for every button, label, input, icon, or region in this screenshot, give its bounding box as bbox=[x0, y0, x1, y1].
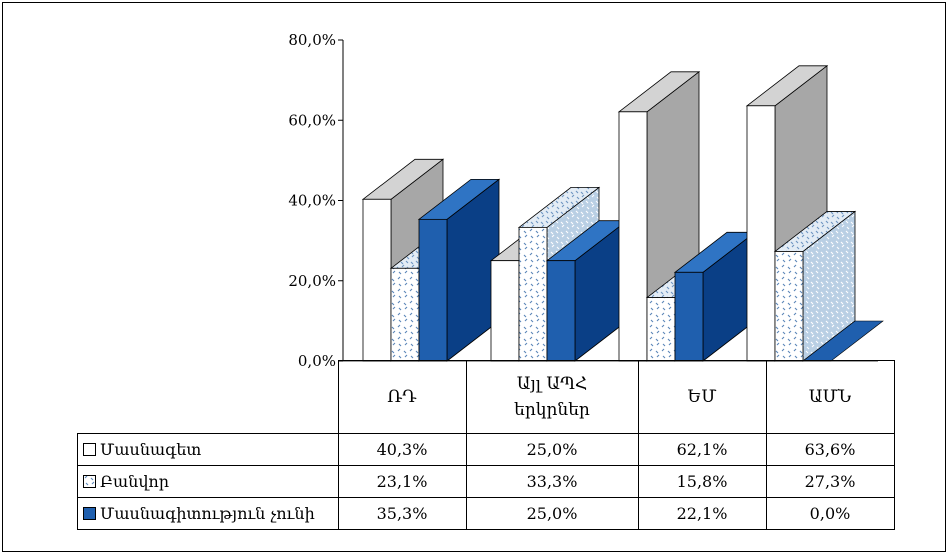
y-tick-label: 20,0% bbox=[288, 272, 336, 290]
table-row: Մասնագետ 40,3% 25,0% 62,1% 63,6% bbox=[77, 433, 895, 466]
swatch-white-icon bbox=[83, 443, 96, 456]
data-label: 27,3% bbox=[765, 465, 895, 498]
legend-entry: Մասնագետ bbox=[77, 433, 339, 466]
bar-front bbox=[774, 251, 804, 362]
bar bbox=[673, 231, 757, 362]
bar bbox=[417, 178, 501, 362]
table-row: Բանվոր 23,1% 33,3% 15,8% 27,3% bbox=[77, 465, 895, 498]
bar-front bbox=[518, 226, 548, 362]
data-label: 15,8% bbox=[637, 465, 767, 498]
bar-front bbox=[746, 105, 776, 362]
series-name: Մասնագետ bbox=[100, 440, 202, 459]
bar-front bbox=[418, 218, 448, 362]
bar-front bbox=[646, 297, 676, 362]
swatch-dotted-icon bbox=[83, 475, 96, 488]
header-spacer bbox=[78, 361, 339, 434]
swatch-blue-icon bbox=[83, 507, 96, 520]
data-label: 25,0% bbox=[465, 433, 639, 466]
category-label: Այլ ԱՊՀ երկրներ bbox=[465, 360, 639, 434]
data-label: 0,0% bbox=[765, 497, 895, 530]
data-label: 23,1% bbox=[337, 465, 467, 498]
data-label: 40,3% bbox=[337, 433, 467, 466]
bar-front bbox=[490, 260, 520, 362]
category-label: ԱՄՆ bbox=[765, 360, 895, 434]
data-label: 35,3% bbox=[337, 497, 467, 530]
legend-entry: Բանվոր bbox=[77, 465, 339, 498]
bar-front bbox=[546, 260, 576, 362]
data-label: 25,0% bbox=[465, 497, 639, 530]
legend-entry: Մասնագիտություն չունի bbox=[77, 497, 339, 530]
series-name: Բանվոր bbox=[100, 472, 170, 491]
y-tick-label: 80,0% bbox=[288, 31, 336, 49]
data-table: ՌԴ Այլ ԱՊՀ երկրներ ԵՄ ԱՄՆ Մասնագետ 40,3%… bbox=[77, 360, 895, 530]
data-label: 62,1% bbox=[637, 433, 767, 466]
y-tick-label: 40,0% bbox=[288, 192, 336, 210]
category-label: ՌԴ bbox=[337, 360, 467, 434]
y-tick-label: 0,0% bbox=[298, 352, 336, 370]
bar-front bbox=[362, 198, 392, 362]
series-name: Մասնագիտություն չունի bbox=[100, 504, 315, 523]
data-label: 33,3% bbox=[465, 465, 639, 498]
bar bbox=[773, 210, 857, 362]
table-row: Մասնագիտություն չունի 35,3% 25,0% 22,1% … bbox=[77, 497, 895, 530]
table-header-row: ՌԴ Այլ ԱՊՀ երկրներ ԵՄ ԱՄՆ bbox=[78, 360, 895, 434]
data-label: 22,1% bbox=[637, 497, 767, 530]
bar-front bbox=[618, 111, 648, 362]
data-label: 63,6% bbox=[765, 433, 895, 466]
bar bbox=[545, 219, 629, 362]
bar-front bbox=[674, 271, 704, 362]
bar-front bbox=[390, 267, 420, 362]
y-tick-label: 60,0% bbox=[288, 111, 336, 129]
category-label: ԵՄ bbox=[637, 360, 767, 434]
